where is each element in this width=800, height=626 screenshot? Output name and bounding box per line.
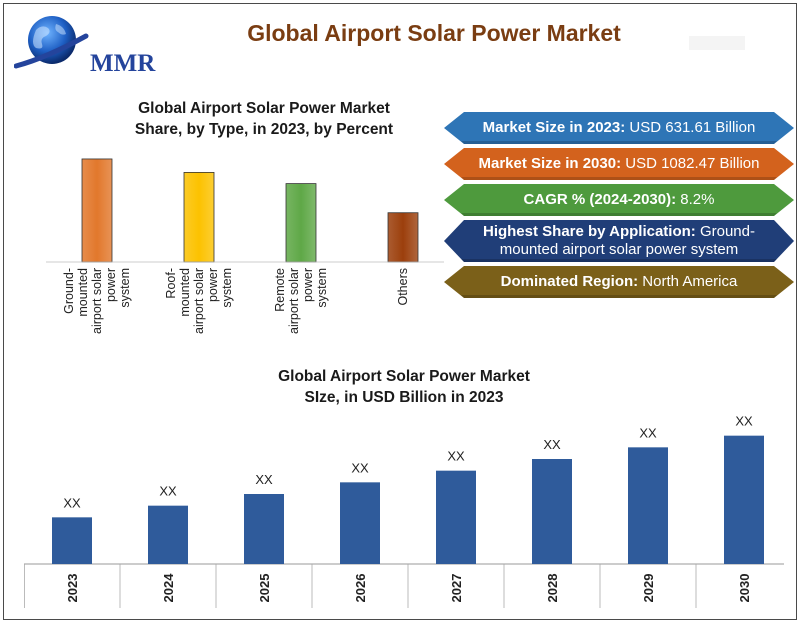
- banner-fill: [444, 220, 794, 262]
- fact-banner: Market Size in 2030: USD 1082.47 Billion: [444, 148, 794, 180]
- banner-value: Ground-mounted airport solar power syste…: [499, 223, 755, 258]
- banner-shadow: [461, 177, 777, 180]
- size-chart-title: Global Airport Solar Power Market SIze, …: [234, 366, 574, 408]
- share-by-type-chart: Ground-mounted airport solar power system Ro…: [46, 158, 444, 334]
- banner-arrow-shape: [444, 148, 794, 180]
- category-label-group: Ground-mounted airport solar power system: [62, 268, 132, 334]
- year-tick-label: 2026: [353, 574, 368, 603]
- banner-text: Market Size in 2023: USD 631.61 Billion: [449, 119, 790, 137]
- banner-arrow-shape: [444, 184, 794, 216]
- banner-value: USD 631.61 Billion: [625, 119, 756, 136]
- category-label: mounted: [178, 268, 192, 317]
- banner-value: 8.2%: [676, 191, 715, 208]
- banner-text: Dominated Region: North America: [467, 273, 772, 291]
- market-size-bar: [148, 505, 188, 564]
- banner-value: North America: [638, 273, 738, 290]
- type-share-bar: [81, 158, 113, 263]
- market-size-chart: XX 2023 XX 2024 XX 2025 XX 2026 XX 2027 XX 2028 XX 20…: [24, 414, 784, 608]
- data-label: XX: [735, 414, 753, 429]
- market-size-bar: [52, 517, 92, 564]
- type-share-bar: [285, 183, 317, 263]
- infographic: MMR Global Airport Solar Power Market Gl…: [3, 3, 797, 620]
- category-label-group: Others: [396, 268, 410, 306]
- size-chart-title-line: Global Airport Solar Power Market: [278, 368, 530, 385]
- data-label: XX: [63, 495, 81, 510]
- banner-text: Highest Share by Application: Ground-mou…: [444, 223, 794, 259]
- data-label: XX: [351, 460, 369, 475]
- market-size-bar: [340, 482, 380, 564]
- market-size-bar: [244, 494, 284, 564]
- category-label: power: [104, 268, 118, 302]
- market-size-bar: [436, 470, 476, 564]
- category-label: power: [206, 268, 220, 302]
- watermark-box: [689, 36, 745, 50]
- fact-banner: Highest Share by Application: Ground-mou…: [444, 220, 794, 262]
- year-tick-label: 2024: [161, 573, 176, 603]
- banner-arrow-shape: [444, 220, 794, 262]
- banner-label: CAGR % (2024-2030):: [523, 191, 677, 208]
- banner-arrow-shape: [444, 112, 794, 144]
- category-label: Roof-: [164, 268, 178, 299]
- banner-shadow: [461, 141, 777, 144]
- market-size-bar: [532, 459, 572, 564]
- category-label: mounted: [76, 268, 90, 317]
- market-size-bar: [628, 447, 668, 564]
- share-chart-title-line: Global Airport Solar Power Market: [138, 100, 390, 117]
- globe-icon: [13, 16, 89, 69]
- banner-arrow-shape: [444, 266, 794, 298]
- fact-banner: Market Size in 2023: USD 631.61 Billion: [444, 112, 794, 144]
- banner-shadow: [461, 213, 777, 216]
- category-label: system: [118, 268, 132, 308]
- year-tick-label: 2027: [449, 574, 464, 603]
- page-title: Global Airport Solar Power Market: [247, 20, 621, 46]
- category-label-group: Remote airport solar power system: [273, 268, 329, 334]
- fact-banner: Dominated Region: North America: [444, 266, 794, 298]
- category-label: Remote: [273, 268, 287, 312]
- share-chart-title-line: Share, by Type, in 2023, by Percent: [134, 121, 394, 138]
- type-share-bar: [183, 171, 215, 263]
- banner-label: Market Size in 2023:: [482, 119, 626, 136]
- year-tick-label: 2030: [737, 574, 752, 603]
- data-label: XX: [543, 437, 561, 452]
- category-label: airport solar: [192, 268, 206, 334]
- share-chart-title: Global Airport Solar Power Market Share,…: [99, 98, 429, 140]
- banner-label: Highest Share by Application:: [482, 223, 696, 240]
- banner-fill: [444, 184, 794, 216]
- data-label: XX: [159, 484, 177, 499]
- banner-value: USD 1082.47 Billion: [621, 155, 760, 172]
- data-label: XX: [255, 472, 273, 487]
- size-chart-title-line: SIze, in USD Billion in 2023: [304, 389, 504, 406]
- banner-text: Market Size in 2030: USD 1082.47 Billion: [445, 155, 794, 173]
- market-size-bar: [724, 435, 764, 564]
- mmr-logo: MMR: [13, 14, 164, 77]
- type-share-bar: [387, 212, 419, 263]
- category-label: system: [220, 268, 234, 308]
- fact-banner: CAGR % (2024-2030): 8.2%: [444, 184, 794, 216]
- banner-label: Dominated Region:: [500, 273, 639, 290]
- category-label: Others: [396, 268, 410, 306]
- category-label: system: [315, 268, 329, 308]
- data-label: XX: [447, 449, 465, 464]
- category-label-group: Roof-mounted airport solar power system: [164, 268, 234, 334]
- year-tick-label: 2025: [257, 574, 272, 603]
- category-label: airport solar: [90, 268, 104, 334]
- banner-text: CAGR % (2024-2030): 8.2%: [490, 191, 749, 209]
- banner-label: Market Size in 2030:: [478, 155, 622, 172]
- banner-fill: [444, 148, 794, 180]
- category-label: Ground-: [62, 268, 76, 314]
- year-tick-label: 2028: [545, 574, 560, 603]
- banner-shadow: [461, 259, 777, 262]
- banner-shadow: [461, 295, 777, 298]
- logo-text: MMR: [90, 50, 156, 77]
- year-tick-label: 2029: [641, 574, 656, 603]
- category-label: power: [301, 268, 315, 302]
- category-label: airport solar: [287, 268, 301, 334]
- banner-fill: [444, 112, 794, 144]
- banner-fill: [444, 266, 794, 298]
- data-label: XX: [639, 425, 657, 440]
- year-tick-label: 2023: [65, 574, 80, 603]
